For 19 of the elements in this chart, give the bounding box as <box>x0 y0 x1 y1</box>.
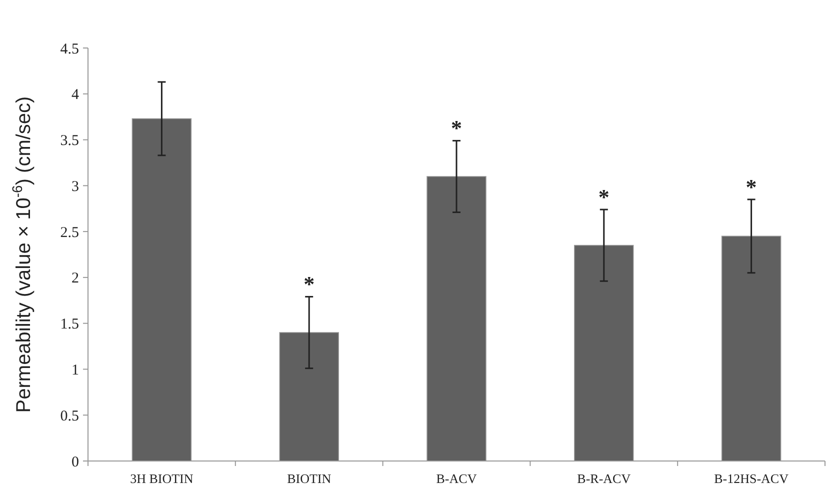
annotation: * <box>451 116 462 141</box>
x-tick-label: BIOTIN <box>287 471 332 486</box>
annotation: * <box>304 272 315 297</box>
annotation: * <box>746 174 757 200</box>
x-tick-label: B-ACV <box>436 471 478 486</box>
annotation: * <box>598 184 610 210</box>
y-tick-label: 3 <box>72 178 79 195</box>
y-tick-label: 3.5 <box>60 133 79 150</box>
y-tick-label: 4.5 <box>60 41 79 58</box>
y-tick-label: 1.5 <box>60 316 79 333</box>
y-tick-label: 2.5 <box>60 224 79 241</box>
y-tick-label: 0 <box>72 454 79 470</box>
y-tick-label: 4 <box>72 87 80 104</box>
x-tick-label: B-R-ACV <box>577 471 632 486</box>
x-tick-label: B-12HS-ACV <box>714 471 790 486</box>
x-tick-label: 3H BIOTIN <box>130 471 194 486</box>
y-tick-label: 1 <box>72 362 79 378</box>
y-tick-label: 2 <box>72 270 79 287</box>
y-tick-label: 0.5 <box>60 408 79 424</box>
